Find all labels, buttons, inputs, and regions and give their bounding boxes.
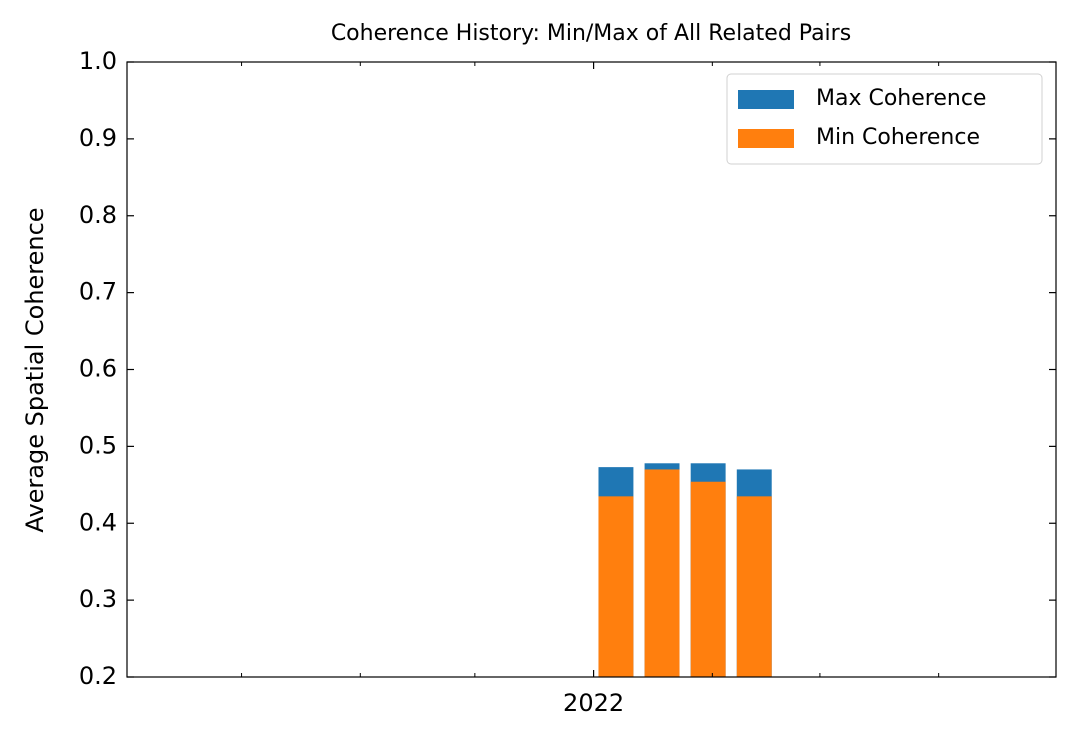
chart-title: Coherence History: Min/Max of All Relate… — [331, 21, 851, 46]
x-tick-label: 2022 — [563, 689, 624, 717]
y-axis-label: Average Spatial Coherence — [21, 207, 49, 532]
bar — [598, 496, 634, 677]
legend-box — [726, 73, 1043, 165]
y-tick-label: 1.0 — [79, 47, 117, 75]
bar — [690, 481, 726, 677]
y-tick-label: 0.7 — [79, 278, 117, 306]
bar — [736, 496, 772, 677]
legend-label: Min Coherence — [816, 125, 980, 150]
legend-label: Max Coherence — [816, 86, 986, 111]
y-tick-label: 0.6 — [79, 355, 117, 383]
bar — [644, 469, 680, 677]
y-tick-label: 0.5 — [79, 431, 117, 459]
y-tick-label: 0.4 — [79, 508, 117, 536]
y-tick-label: 0.9 — [79, 124, 117, 152]
y-tick-label: 0.3 — [79, 585, 117, 613]
legend-swatch — [738, 129, 794, 148]
y-tick-label: 0.8 — [79, 201, 117, 229]
y-tick-label: 0.2 — [79, 662, 117, 690]
legend-swatch — [738, 90, 794, 109]
